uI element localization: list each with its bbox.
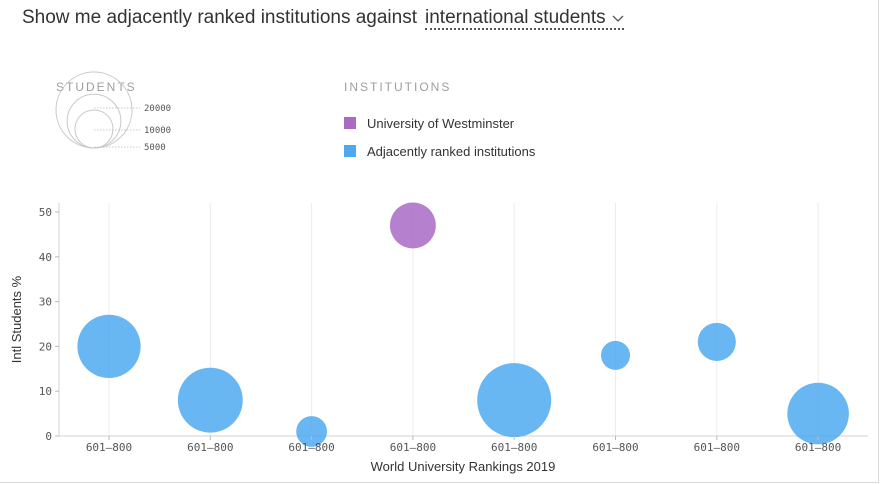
y-tick-label: 0 <box>45 430 52 443</box>
y-tick-label: 30 <box>39 296 52 309</box>
size-legend-circle <box>74 109 114 149</box>
x-tick-label: 601–800 <box>592 441 638 454</box>
y-tick-label: 20 <box>39 340 52 353</box>
bubble-westminster[interactable] <box>389 202 436 249</box>
legend-item-westminster[interactable]: University of Westminster <box>344 115 514 131</box>
y-axis-title: Intl Students % <box>9 275 24 363</box>
legend-swatch-adjacent <box>344 145 356 157</box>
y-tick-label: 40 <box>39 251 52 264</box>
x-tick-label: 601–800 <box>288 441 334 454</box>
x-tick-label: 601–800 <box>390 441 436 454</box>
bubble-chart: 0 10 20 30 40 50 601–800 601–800 601–800 601–800 6… <box>9 202 868 474</box>
size-legend-label: 20000 <box>144 104 171 114</box>
size-legend-circle <box>66 93 122 149</box>
x-tick-label: 601–800 <box>694 441 740 454</box>
bubble-adjacent-institution[interactable] <box>177 367 243 433</box>
bubble-adjacent-institution[interactable] <box>477 363 552 438</box>
headline-prompt: Show me adjacently ranked institutions a… <box>22 7 418 28</box>
students-legend-title: STUDENTS <box>56 80 137 94</box>
headline: Show me adjacently ranked institutions a… <box>22 7 624 30</box>
x-tick-label: 601–800 <box>86 441 132 454</box>
legend-label-westminster: University of Westminster <box>367 115 515 131</box>
legend-item-adjacent[interactable]: Adjacently ranked institutions <box>344 143 535 159</box>
bubble-adjacent-institution[interactable] <box>296 416 327 447</box>
legend-swatch-westminster <box>344 117 356 129</box>
metric-selector-label: international students <box>425 7 606 28</box>
x-axis-title: World University Rankings 2019 <box>371 459 556 474</box>
bubble-adjacent-institution[interactable] <box>600 340 631 370</box>
bubble-adjacent-institution[interactable] <box>77 314 141 379</box>
y-tick-label: 10 <box>39 385 52 398</box>
bubble-adjacent-institution[interactable] <box>697 322 736 361</box>
size-legend-label: 10000 <box>144 126 171 136</box>
chevron-down-icon <box>612 15 624 22</box>
x-tick-label: 601–800 <box>491 441 537 454</box>
x-tick-label: 601–800 <box>187 441 233 454</box>
students-size-legend: 20000 10000 5000 <box>55 71 171 153</box>
size-legend-label: 5000 <box>144 143 166 153</box>
x-tick-label: 601–800 <box>795 441 841 454</box>
y-tick-label: 50 <box>39 206 52 219</box>
institutions-legend-title: INSTITUTIONS <box>344 80 452 94</box>
bubble-adjacent-institution[interactable] <box>787 382 849 445</box>
metric-selector[interactable]: international students <box>425 7 624 30</box>
legend-label-adjacent: Adjacently ranked institutions <box>367 143 536 159</box>
